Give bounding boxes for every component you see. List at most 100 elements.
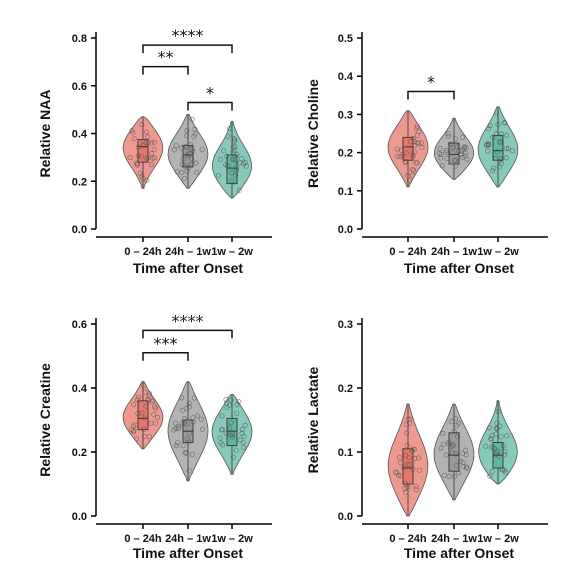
data-point bbox=[414, 126, 420, 132]
data-point bbox=[239, 430, 245, 436]
data-point bbox=[180, 407, 186, 413]
y-tick-label: 0.0 bbox=[72, 224, 87, 236]
data-point bbox=[463, 145, 469, 151]
data-point bbox=[145, 134, 151, 140]
data-point bbox=[131, 136, 137, 142]
data-point bbox=[406, 178, 412, 184]
data-point bbox=[193, 160, 199, 166]
data-point bbox=[146, 139, 152, 145]
data-point bbox=[127, 155, 133, 161]
data-point bbox=[410, 154, 416, 160]
data-point bbox=[234, 410, 240, 416]
y-axis-title: Relative Creatine bbox=[37, 363, 53, 477]
data-point bbox=[232, 157, 238, 163]
data-point bbox=[192, 131, 198, 137]
significance-label: ** bbox=[158, 48, 174, 67]
data-point bbox=[406, 455, 412, 461]
x-axis-title: Time after Onset bbox=[404, 260, 515, 276]
data-point bbox=[184, 436, 190, 442]
y-tick-label: 0.1 bbox=[338, 447, 353, 459]
data-point bbox=[418, 140, 424, 146]
data-point bbox=[180, 443, 186, 449]
x-tick-label: 0 – 24h bbox=[124, 246, 162, 258]
x-tick-label: 24h – 1w bbox=[165, 533, 211, 545]
y-tick-label: 0.5 bbox=[338, 33, 353, 45]
data-point bbox=[178, 145, 184, 151]
data-point bbox=[148, 140, 154, 146]
y-tick-label: 0.2 bbox=[338, 383, 353, 395]
data-point bbox=[144, 129, 150, 135]
data-point bbox=[487, 425, 493, 431]
data-point bbox=[488, 436, 494, 442]
data-point bbox=[444, 156, 450, 162]
data-point bbox=[438, 155, 444, 161]
significance-bracket bbox=[142, 65, 189, 75]
data-point bbox=[416, 467, 422, 473]
data-point bbox=[504, 433, 510, 439]
x-tick-label: 0 – 24h bbox=[389, 246, 427, 258]
data-point bbox=[403, 421, 409, 427]
data-point bbox=[495, 408, 501, 414]
significance-bracket bbox=[142, 352, 189, 361]
data-point bbox=[139, 122, 145, 128]
x-tick-label: 0 – 24h bbox=[389, 533, 427, 545]
data-point bbox=[232, 144, 238, 150]
data-point bbox=[241, 444, 247, 450]
data-point bbox=[137, 170, 143, 176]
data-point bbox=[131, 428, 137, 434]
data-point bbox=[410, 466, 416, 472]
data-point bbox=[242, 422, 248, 428]
data-point bbox=[488, 436, 494, 442]
x-axis-title: Time after Onset bbox=[133, 260, 244, 276]
data-point bbox=[449, 419, 455, 425]
data-point bbox=[191, 395, 197, 401]
data-point bbox=[463, 464, 469, 470]
x-tick-label: 24h – 1w bbox=[431, 246, 477, 258]
data-point bbox=[143, 403, 149, 409]
data-point bbox=[150, 397, 156, 403]
x-axis-title: Time after Onset bbox=[404, 545, 515, 561]
data-point bbox=[394, 146, 400, 152]
data-point bbox=[413, 487, 419, 493]
data-point bbox=[149, 399, 155, 405]
box bbox=[492, 134, 504, 161]
data-point bbox=[413, 483, 419, 489]
data-point bbox=[200, 426, 206, 432]
data-point bbox=[146, 391, 152, 397]
y-axis-title: Relative NAA bbox=[37, 90, 53, 178]
data-point bbox=[404, 461, 410, 467]
y-tick-label: 0.2 bbox=[72, 447, 87, 459]
y-tick-label: 0.4 bbox=[72, 129, 88, 141]
data-point bbox=[135, 162, 141, 168]
y-tick-label: 0.0 bbox=[338, 511, 353, 523]
data-point bbox=[402, 160, 408, 166]
data-point bbox=[176, 425, 182, 431]
data-point bbox=[228, 420, 234, 426]
data-point bbox=[140, 138, 146, 144]
data-point bbox=[237, 437, 243, 443]
data-point bbox=[487, 123, 493, 129]
data-point bbox=[131, 402, 137, 408]
data-point bbox=[494, 110, 500, 116]
data-point bbox=[186, 467, 192, 473]
y-tick-label: 0.2 bbox=[338, 148, 353, 160]
data-point bbox=[414, 123, 420, 129]
data-point bbox=[440, 430, 446, 436]
data-point bbox=[223, 430, 229, 436]
data-point bbox=[151, 411, 157, 417]
data-point bbox=[135, 144, 141, 150]
data-point bbox=[407, 139, 413, 145]
data-point bbox=[503, 155, 509, 161]
data-point bbox=[190, 148, 196, 154]
data-point bbox=[237, 160, 243, 166]
data-point bbox=[451, 474, 457, 480]
y-tick-label: 0.8 bbox=[72, 33, 87, 45]
significance-bracket bbox=[142, 44, 233, 54]
data-point bbox=[462, 153, 468, 159]
data-point bbox=[181, 421, 187, 427]
data-point bbox=[450, 443, 456, 449]
data-point bbox=[486, 142, 492, 148]
significance-bracket bbox=[187, 101, 233, 111]
data-point bbox=[183, 144, 189, 150]
data-point bbox=[185, 151, 191, 157]
